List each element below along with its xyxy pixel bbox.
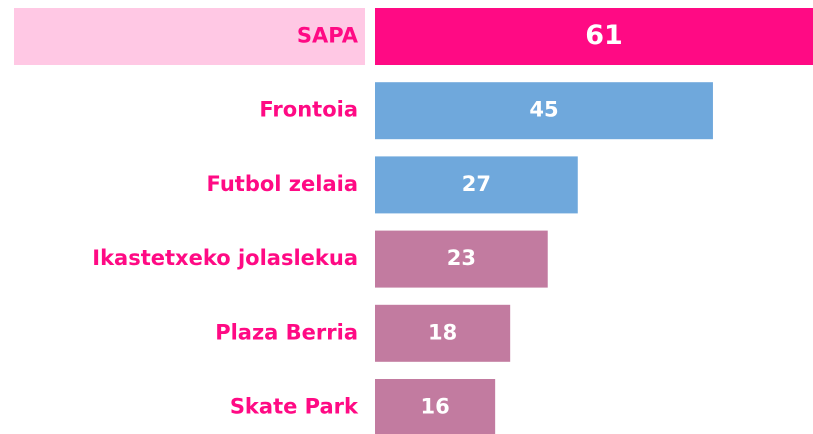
category-label: Ikastetxeko jolaslekua — [92, 246, 358, 270]
bar — [375, 82, 713, 140]
category-label: Futbol zelaia — [207, 172, 358, 196]
category-label: Plaza Berria — [215, 320, 358, 344]
bar — [375, 304, 511, 362]
value-label: 27 — [462, 172, 491, 196]
bar — [375, 156, 578, 214]
bar — [375, 230, 548, 288]
category-label: Frontoia — [259, 98, 358, 122]
value-label: 18 — [428, 320, 457, 344]
category-label: Skate Park — [230, 395, 359, 419]
value-label: 61 — [585, 20, 623, 51]
value-label: 16 — [420, 395, 449, 419]
value-label: 45 — [529, 98, 558, 122]
category-label: SAPA — [297, 24, 359, 48]
bar — [375, 8, 813, 65]
value-label: 23 — [447, 246, 476, 270]
label-highlight — [14, 8, 365, 65]
bar — [375, 379, 496, 434]
